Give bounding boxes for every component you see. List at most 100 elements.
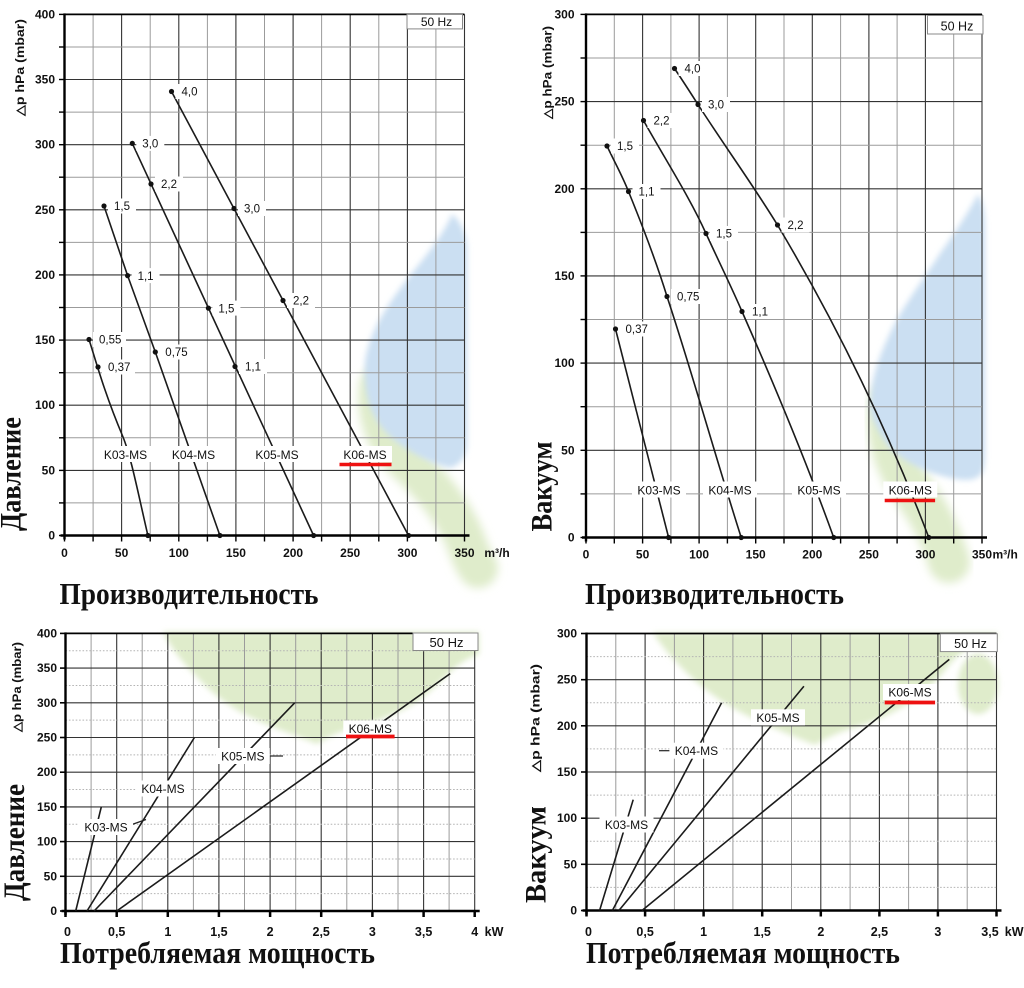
svg-text:250: 250 [554, 95, 574, 109]
svg-text:200: 200 [37, 765, 57, 779]
svg-text:2,2: 2,2 [788, 220, 804, 232]
svg-text:0,37: 0,37 [626, 324, 648, 336]
svg-text:50: 50 [42, 463, 56, 477]
svg-text:2,5: 2,5 [313, 925, 330, 939]
svg-text:0: 0 [48, 529, 55, 543]
svg-text:350: 350 [972, 548, 992, 562]
svg-text:0: 0 [583, 548, 590, 562]
svg-text:50 Hz: 50 Hz [941, 20, 974, 34]
svg-text:1,5: 1,5 [754, 925, 771, 939]
svg-text:2,5: 2,5 [871, 925, 888, 939]
svg-text:0: 0 [568, 531, 575, 545]
svg-text:K03-MS: K03-MS [637, 484, 680, 498]
svg-text:250: 250 [37, 731, 57, 745]
svg-text:3,0: 3,0 [708, 100, 724, 112]
svg-text:100: 100 [37, 835, 57, 849]
svg-text:3,5: 3,5 [981, 925, 998, 939]
svg-text:1: 1 [700, 925, 707, 939]
svg-text:0,75: 0,75 [165, 347, 187, 359]
svg-text:Вакуум: Вакуум [520, 806, 553, 903]
svg-text:1,5: 1,5 [114, 201, 130, 213]
svg-text:△p hPa (mbar): △p hPa (mbar) [531, 664, 543, 774]
svg-text:0,5: 0,5 [108, 925, 125, 939]
svg-text:1,5: 1,5 [218, 303, 234, 315]
svg-text:0,37: 0,37 [108, 362, 130, 374]
svg-text:K06-MS: K06-MS [889, 484, 932, 498]
svg-text:150: 150 [554, 269, 574, 283]
svg-text:100: 100 [554, 356, 574, 370]
svg-text:2: 2 [267, 925, 274, 939]
svg-text:K04-MS: K04-MS [172, 448, 215, 462]
svg-text:K03-MS: K03-MS [84, 821, 127, 835]
svg-text:3: 3 [369, 925, 376, 939]
svg-text:4,0: 4,0 [685, 64, 701, 76]
svg-text:50: 50 [561, 443, 575, 457]
svg-text:3,0: 3,0 [142, 139, 158, 151]
svg-text:350: 350 [454, 546, 474, 560]
svg-text:50 Hz: 50 Hz [430, 635, 464, 650]
svg-text:K05-MS: K05-MS [255, 448, 298, 462]
svg-text:3,0: 3,0 [244, 204, 260, 216]
svg-text:0: 0 [570, 904, 577, 918]
svg-text:300: 300 [397, 546, 417, 560]
svg-text:0,5: 0,5 [636, 925, 653, 939]
svg-text:Вакуум: Вакуум [526, 442, 559, 532]
svg-text:150: 150 [37, 800, 57, 814]
svg-text:300: 300 [557, 627, 577, 641]
svg-text:kW: kW [485, 925, 504, 939]
svg-text:50: 50 [636, 548, 650, 562]
svg-text:2,2: 2,2 [161, 179, 177, 191]
svg-text:1,5: 1,5 [210, 925, 227, 939]
svg-text:K04-MS: K04-MS [675, 744, 718, 758]
svg-text:300: 300 [35, 138, 55, 152]
svg-text:K05-MS: K05-MS [797, 484, 840, 498]
svg-text:2,2: 2,2 [293, 296, 309, 308]
svg-text:Давление: Давление [0, 784, 31, 901]
svg-text:K03-MS: K03-MS [605, 818, 648, 832]
svg-text:K06-MS: K06-MS [343, 448, 386, 462]
svg-text:kW: kW [1005, 925, 1024, 939]
svg-text:150: 150 [35, 333, 55, 347]
svg-text:K04-MS: K04-MS [708, 484, 751, 498]
svg-text:250: 250 [340, 546, 360, 560]
svg-text:200: 200 [554, 182, 574, 196]
svg-text:K04-MS: K04-MS [141, 782, 184, 796]
svg-text:350: 350 [37, 661, 57, 675]
svg-text:150: 150 [746, 548, 766, 562]
svg-text:△p hPa (mbar): △p hPa (mbar) [15, 19, 27, 117]
svg-text:300: 300 [915, 548, 935, 562]
svg-text:300: 300 [554, 7, 574, 21]
svg-text:50 Hz: 50 Hz [954, 637, 987, 651]
svg-text:Производительность: Производительность [585, 576, 844, 611]
svg-text:50: 50 [115, 546, 129, 560]
svg-text:2: 2 [817, 925, 824, 939]
svg-text:250: 250 [557, 673, 577, 687]
svg-text:1,5: 1,5 [716, 229, 732, 241]
svg-text:3,5: 3,5 [415, 925, 432, 939]
svg-text:50: 50 [564, 857, 578, 871]
svg-text:K03-MS: K03-MS [104, 448, 147, 462]
svg-text:50 Hz: 50 Hz [421, 15, 452, 29]
svg-text:Производительность: Производительность [60, 576, 319, 611]
svg-text:100: 100 [169, 546, 189, 560]
svg-text:50: 50 [44, 869, 58, 883]
svg-text:150: 150 [557, 765, 577, 779]
svg-text:250: 250 [859, 548, 879, 562]
svg-text:0,75: 0,75 [677, 292, 699, 304]
svg-text:K05-MS: K05-MS [756, 711, 799, 725]
svg-text:200: 200 [802, 548, 822, 562]
svg-text:Потребляемая мощность: Потребляемая мощность [60, 935, 375, 970]
svg-text:300: 300 [37, 696, 57, 710]
svg-text:0: 0 [585, 925, 592, 939]
svg-text:K06-MS: K06-MS [349, 722, 392, 736]
svg-text:Давление: Давление [0, 417, 28, 531]
svg-text:1: 1 [164, 925, 171, 939]
svg-text:1,1: 1,1 [138, 271, 154, 283]
svg-text:100: 100 [35, 398, 55, 412]
svg-text:0: 0 [50, 904, 57, 918]
svg-text:Потребляемая мощность: Потребляемая мощность [586, 935, 900, 970]
svg-text:400: 400 [35, 7, 55, 21]
svg-text:K05-MS: K05-MS [221, 750, 264, 764]
svg-text:200: 200 [557, 719, 577, 733]
svg-text:250: 250 [35, 203, 55, 217]
